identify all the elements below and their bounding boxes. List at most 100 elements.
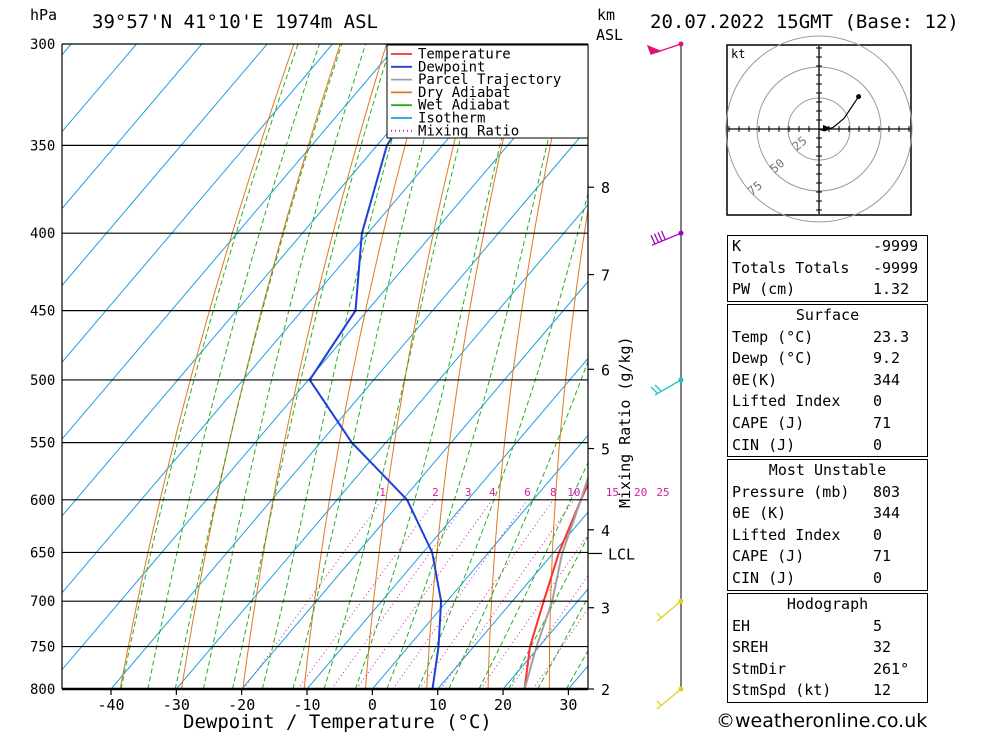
mixing-ratio-label: 2	[432, 486, 439, 499]
x-tick-label: 30	[559, 696, 577, 714]
isotherm-line	[62, 44, 203, 210]
copyright-footer[interactable]: ©weatheronline.co.uk	[716, 710, 928, 732]
isotherm-line	[110, 127, 588, 689]
wet-adiabat-line	[537, 596, 588, 689]
index-value: 803	[873, 482, 901, 501]
x-axis-label: Dewpoint / Temperature (°C)	[183, 711, 492, 733]
index-row: CAPE (J) 71	[728, 546, 927, 568]
index-value: 5	[873, 616, 883, 635]
index-value: 32	[873, 638, 892, 657]
wet-adiabat-line	[417, 191, 588, 689]
surface-title: Surface	[795, 306, 860, 324]
index-label: CAPE (J)	[732, 547, 805, 566]
index-row: Totals Totals -9999	[728, 258, 927, 280]
index-label: StmSpd (kt)	[732, 681, 832, 700]
index-value: 0	[873, 392, 883, 411]
dry-adiabat-line	[181, 44, 341, 689]
pressure-tick-label: 350	[30, 138, 55, 154]
isotherm-line	[62, 44, 529, 594]
hodograph-ring	[725, 35, 913, 223]
hodograph-trace	[818, 96, 860, 132]
storm-motion-marker	[823, 125, 831, 131]
wet-adiabat-line	[120, 44, 299, 689]
isotherm-line	[62, 44, 464, 517]
mixing-ratio-label: 1	[379, 486, 386, 499]
index-label: θE(K)	[732, 370, 778, 389]
dry-adiabat-line	[364, 44, 480, 689]
wet-adiabat-line	[261, 44, 420, 689]
index-label: Dewp (°C)	[732, 349, 814, 368]
index-row: StmSpd (kt) 12	[728, 680, 927, 702]
index-label: CAPE (J)	[732, 413, 805, 432]
dry-adiabat-line	[426, 44, 526, 689]
hodograph-indices-table: Hodograph EH 5 SREH 32 StmDir 261° StmSpd (kt)…	[728, 594, 927, 702]
legend-entry: Temperature	[418, 47, 511, 63]
asl-label: ASL	[596, 26, 623, 44]
parcel-trajectory-profile-line	[523, 474, 588, 689]
index-label: CIN (J)	[732, 435, 796, 454]
mixing-ratio-label: 10	[567, 486, 580, 499]
isotherm-line	[62, 50, 588, 671]
mixing-ratio-line	[509, 574, 588, 689]
hodograph-indices-title: Hodograph	[786, 595, 869, 613]
km-tick-label: 8	[601, 179, 610, 197]
surface-box: Surface Temp (°C) 23.3 Dewp (°C) 9.2 θE(K) 34…	[727, 304, 928, 458]
isotherm-line	[306, 357, 588, 689]
km-tick-label: 5	[601, 441, 610, 459]
index-label: StmDir	[732, 659, 787, 678]
index-label: SREH	[732, 638, 769, 657]
index-value: 1.32	[873, 280, 910, 299]
pressure-tick-label: 450	[30, 304, 55, 320]
lcl-label: LCL	[608, 545, 635, 563]
wind-barb	[650, 230, 682, 246]
index-row: Pressure (mb) 803	[728, 482, 927, 504]
mixing-ratio-line	[419, 499, 554, 689]
index-row: Lifted Index 0	[728, 391, 927, 413]
isotherm-line	[241, 280, 588, 689]
x-tick-label: -20	[228, 696, 255, 714]
general-indices-table: K -9999 Totals Totals -9999 PW (cm) 1.32	[728, 236, 927, 301]
km-tick-label: 2	[601, 681, 610, 699]
index-value: 0	[873, 525, 883, 544]
index-row: PW (cm) 1.32	[728, 279, 927, 301]
mixing-ratio-line	[392, 499, 528, 689]
index-label: Temp (°C)	[732, 327, 814, 346]
dry-adiabat-line	[487, 44, 573, 689]
hodograph-indices-box: Hodograph EH 5 SREH 32 StmDir 261° StmSpd (kt)…	[727, 593, 928, 703]
mixing-ratio-label: 20	[634, 486, 647, 499]
pressure-tick-label: 750	[30, 640, 55, 656]
index-label: EH	[732, 616, 751, 635]
index-row: Lifted Index 0	[728, 525, 927, 547]
legend-entry: Isotherm	[418, 111, 485, 127]
mixing-ratio-label: 4	[489, 486, 496, 499]
index-value: 344	[873, 504, 901, 523]
legend-entry: Wet Adiabat	[418, 98, 511, 114]
index-row: EH 5	[728, 616, 927, 638]
isotherm-line	[62, 44, 333, 364]
wet-adiabat-line	[232, 44, 392, 689]
isotherm-line	[175, 203, 588, 689]
pressure-tick-label: 500	[30, 373, 55, 389]
most-unstable-box: Most Unstable Pressure (mb) 803 θE (K) 344 L…	[727, 459, 928, 591]
pressure-tick-label: 600	[30, 493, 55, 509]
index-row: Dewp (°C) 9.2	[728, 348, 927, 370]
index-row: K -9999	[728, 236, 927, 258]
most-unstable-table: Most Unstable Pressure (mb) 803 θE (K) 344 L…	[728, 460, 927, 590]
wind-barb	[656, 688, 682, 710]
hodograph-end-point	[856, 94, 862, 100]
x-tick-label: 10	[429, 696, 447, 714]
index-value: 71	[873, 547, 892, 566]
km-label: km	[597, 6, 615, 24]
wind-barb	[646, 43, 682, 55]
pressure-tick-label: 800	[30, 682, 55, 698]
index-value: 12	[873, 681, 892, 700]
index-row: θE (K) 344	[728, 503, 927, 525]
index-row: StmDir 261°	[728, 659, 927, 681]
isotherm-line	[62, 44, 268, 287]
location-title: 39°57'N 41°10'E 1974m ASL	[92, 11, 378, 33]
isotherm-line	[371, 434, 588, 689]
legend-entry: Parcel Trajectory	[418, 72, 561, 88]
